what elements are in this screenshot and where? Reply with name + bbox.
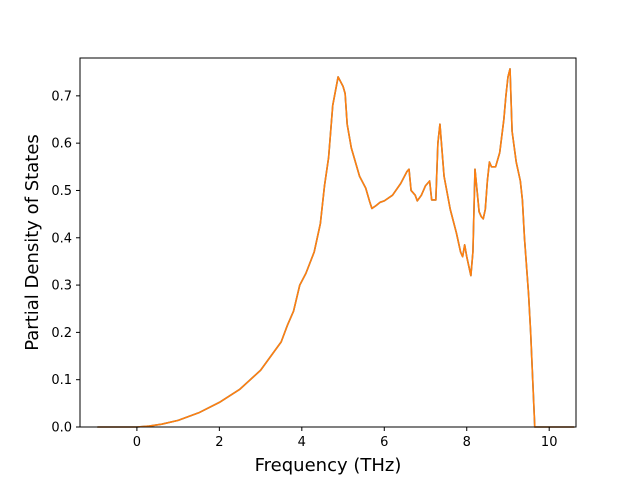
plot-frame xyxy=(79,57,577,428)
series-layer xyxy=(96,68,575,428)
series-line-1 xyxy=(96,68,575,428)
y-tick-label: 0.3 xyxy=(51,279,72,294)
y-tick-label: 0.2 xyxy=(51,326,72,341)
y-tick-label: 0.6 xyxy=(51,137,72,152)
y-tick-label: 0.4 xyxy=(51,231,72,246)
y-tick-label: 0.5 xyxy=(51,184,72,199)
x-axis-label: Frequency (THz) xyxy=(255,455,402,476)
x-axis-ticks: 0 2 4 6 8 10 xyxy=(133,427,558,450)
x-tick-label: 2 xyxy=(215,435,223,450)
x-tick-label: 10 xyxy=(541,435,558,450)
y-tick-label: 0.0 xyxy=(51,421,72,436)
y-axis-label: Partial Density of States xyxy=(22,134,43,351)
y-tick-label: 0.7 xyxy=(51,89,72,104)
x-tick-label: 8 xyxy=(463,435,471,450)
y-axis-ticks: 0.0 0.1 0.2 0.3 0.4 0.5 0.6 0.7 xyxy=(51,89,80,436)
x-tick-label: 6 xyxy=(380,435,388,450)
x-tick-label: 0 xyxy=(133,435,141,450)
y-tick-label: 0.1 xyxy=(51,373,72,388)
x-tick-label: 4 xyxy=(298,435,306,450)
series-line-2 xyxy=(96,68,575,428)
